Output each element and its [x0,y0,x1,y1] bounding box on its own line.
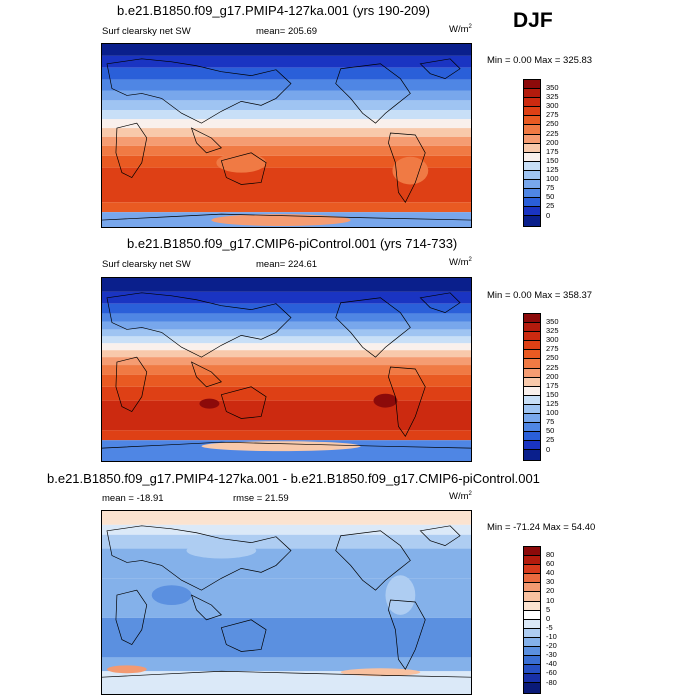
cb1-label-3: 275 [546,110,559,119]
cb3-label-6: 5 [546,605,551,614]
panel-3-colorbar-boxes [523,546,541,694]
cb1-label-6: 200 [546,138,559,147]
cb2-label-8: 150 [546,390,559,399]
cb2-label-2: 300 [546,335,559,344]
panel-2-units: W/m2 [449,257,472,269]
cb2-label-9: 125 [546,399,559,408]
panel-1-mean-label: mean= 205.69 [256,26,318,37]
cb3-label-0: 80 [546,550,555,559]
cb1-label-13: 25 [546,201,555,210]
panel-1-minmax: Min = 0.00 Max = 325.83 [487,55,593,66]
panel-2-title: b.e21.B1850.f09_g17.CMIP6-piControl.001 … [127,236,458,251]
panel-3-units: W/m2 [449,491,472,503]
panel-3-title: b.e21.B1850.f09_g17.PMIP4-127ka.001 - b.… [47,471,540,486]
cb3-label-7: 0 [546,614,551,623]
panel-3-colorbar [523,546,541,694]
cb2-label-10: 100 [546,408,559,417]
cb3-label-1: 60 [546,559,555,568]
cb3-label-4: 20 [546,586,555,595]
cb2-label-1: 325 [546,326,559,335]
cb2-label-11: 75 [546,417,555,426]
cb2-label-4: 250 [546,353,559,362]
cb1-label-11: 75 [546,183,555,192]
panel-3-minmax: Min = -71.24 Max = 54.40 [487,522,596,533]
cb1-label-1: 325 [546,92,559,101]
cb2-label-14: 0 [546,445,551,454]
cb1-label-4: 250 [546,119,559,128]
panel-1-units: W/m2 [449,24,472,36]
cb2-label-5: 225 [546,363,559,372]
panel-3-bands [102,511,471,694]
panel-1-title: b.e21.B1850.f09_g17.PMIP4-127ka.001 (yrs… [117,3,430,18]
panel-1-bands [102,44,471,227]
panel-3-map-svg [102,511,471,694]
cb3-label-9: -10 [546,632,557,641]
panel-1-colorbar [523,79,541,227]
panel-1-map-svg [102,44,471,227]
panel-1-colorbar-boxes [523,79,541,227]
cb1-label-10: 100 [546,174,559,183]
panel-3-mean-label: mean = -18.91 [102,493,164,504]
cb2-label-7: 175 [546,381,559,390]
cb1-label-5: 225 [546,129,559,138]
cb1-label-7: 175 [546,147,559,156]
cb3-label-13: -60 [546,668,557,677]
panel-2-colorbar-boxes [523,313,541,461]
panel-2-bands [102,278,471,461]
cb1-label-0: 350 [546,83,559,92]
cb2-label-13: 25 [546,435,555,444]
panel-2-map-svg [102,278,471,461]
panel-3-coastlines [102,525,471,678]
cb2-label-3: 275 [546,344,559,353]
panel-1-coastlines [102,58,471,221]
season-label: DJF [513,9,553,32]
panel-1-variable-label: Surf clearsky net SW [102,26,191,37]
cb3-label-14: -80 [546,678,557,687]
cb3-label-5: 10 [546,596,555,605]
cb2-label-6: 200 [546,372,559,381]
cb3-label-12: -40 [546,659,557,668]
cb3-label-8: -5 [546,623,553,632]
cb2-label-0: 350 [546,317,559,326]
panel-1-map [101,43,472,228]
cb1-label-9: 125 [546,165,559,174]
panel-2-coastlines [102,292,471,449]
cb3-label-11: -30 [546,650,557,659]
cb2-label-12: 50 [546,426,555,435]
cb1-label-8: 150 [546,156,559,165]
panel-2-mean-label: mean= 224.61 [256,259,318,270]
panel-2-minmax: Min = 0.00 Max = 358.37 [487,290,593,301]
cb3-label-2: 40 [546,568,555,577]
cb1-label-2: 300 [546,101,559,110]
panel-3-rmse-label: rmse = 21.59 [233,493,289,504]
cb1-label-12: 50 [546,192,555,201]
panel-2-colorbar [523,313,541,461]
cb1-label-14: 0 [546,211,551,220]
panel-2-map [101,277,472,462]
cb3-label-10: -20 [546,641,557,650]
cb3-label-3: 30 [546,577,555,586]
panel-3-map [101,510,472,695]
panel-2-variable-label: Surf clearsky net SW [102,259,191,270]
